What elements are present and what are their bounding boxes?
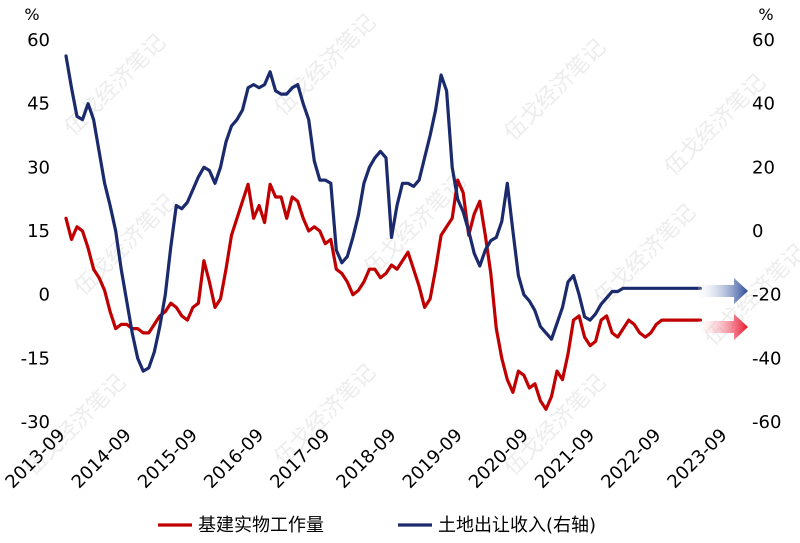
left-tick-label: 30 — [27, 157, 50, 178]
left-axis-ticks: 60 45 30 15 0 -15 -30 — [21, 30, 50, 433]
right-tick-label: 20 — [752, 157, 775, 178]
right-axis-ticks: 60 40 20 0 -20 -40 -60 — [752, 30, 781, 433]
legend-label-1: 基建实物工作量 — [198, 515, 324, 536]
watermark-text: 伍戈经济笔记 — [590, 200, 701, 311]
x-tick-label: 2016-09 — [200, 425, 268, 493]
series-layer — [64, 54, 702, 411]
right-tick-label: -60 — [752, 412, 781, 433]
left-tick-label: 15 — [27, 221, 50, 242]
projection-arrow-1 — [698, 314, 748, 340]
x-tick-label: 2018-09 — [332, 425, 400, 493]
x-axis-ticks: 2013-092014-092015-092016-092017-092018-… — [1, 425, 731, 493]
left-tick-label: 60 — [27, 30, 50, 51]
left-tick-label: 0 — [39, 285, 50, 306]
x-tick-label: 2019-09 — [399, 425, 467, 493]
legend-label-2: 土地出让收入(右轴) — [438, 515, 596, 536]
series-line-1 — [64, 178, 702, 411]
watermark-text: 伍戈经济笔记 — [60, 30, 171, 141]
x-tick-label: 2015-09 — [134, 425, 202, 493]
right-axis-unit: % — [758, 5, 773, 24]
right-tick-label: -20 — [752, 285, 781, 306]
watermark-text: 伍戈经济笔记 — [270, 10, 381, 121]
left-tick-label: 45 — [27, 94, 50, 115]
series-line-2 — [64, 54, 702, 373]
left-axis-unit: % — [24, 5, 39, 24]
left-tick-label: -15 — [21, 348, 50, 369]
right-tick-label: 40 — [752, 94, 775, 115]
legend: 基建实物工作量 土地出让收入(右轴) — [158, 515, 596, 536]
projection-arrow-2 — [698, 278, 748, 304]
right-tick-label: -40 — [752, 348, 781, 369]
right-tick-label: 60 — [752, 30, 775, 51]
projection-arrows — [698, 278, 748, 340]
left-tick-label: -30 — [21, 412, 50, 433]
x-tick-label: 2022-09 — [597, 425, 665, 493]
x-tick-label: 2023-09 — [663, 425, 731, 493]
watermark-text: 伍戈经济笔记 — [500, 35, 611, 146]
right-tick-label: 0 — [752, 221, 763, 242]
